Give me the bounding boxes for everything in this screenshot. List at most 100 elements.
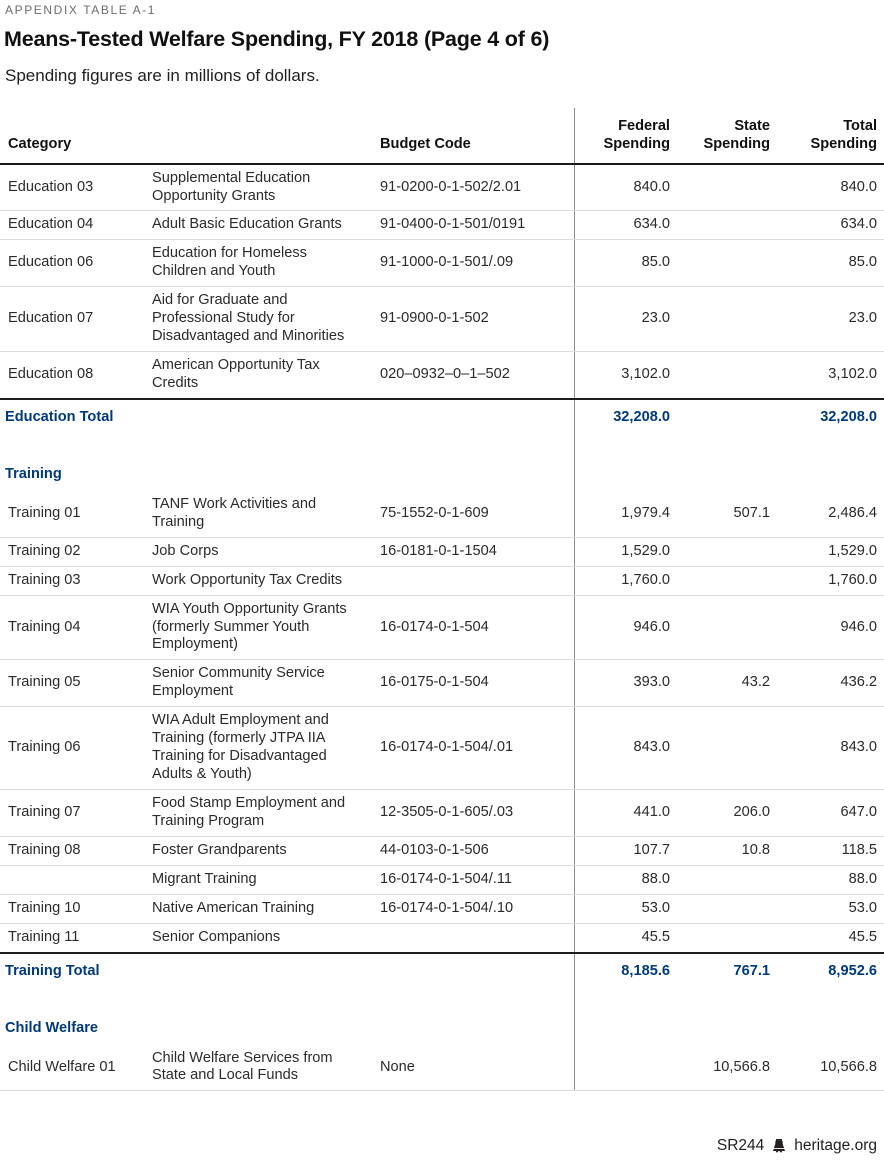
category-cell: Education 07 [0, 286, 146, 353]
column-header-federal-spending: Federal Spending [573, 108, 677, 165]
budget-code-cell: 16-0174-0-1-504 [374, 595, 574, 661]
federal-spending-cell [573, 1044, 677, 1092]
state-spending-cell: 43.2 [677, 659, 777, 708]
column-header-state-spending: State Spending [677, 108, 777, 165]
category-cell: Training 04 [0, 595, 146, 661]
program-cell: Senior Companions [146, 923, 374, 954]
category-cell [0, 865, 146, 895]
program-cell: WIA Youth Opportunity Grants (formerly S… [146, 595, 374, 661]
page-subtitle: Spending figures are in millions of doll… [5, 66, 320, 85]
table-row: Training 08 Foster Grandparents 44-0103-0-… [0, 836, 884, 866]
state-spending-cell [677, 351, 777, 400]
table-row: Training 10 Native American Training 16-01… [0, 894, 884, 924]
column-header-budget-code: Budget Code [374, 108, 574, 165]
federal-spending-cell: 1,979.4 [573, 490, 677, 538]
state-spending-cell [677, 894, 777, 924]
federal-spending-cell: 3,102.0 [573, 351, 677, 400]
table-row: Training 02 Job Corps 16-0181-0-1-1504 1,52… [0, 537, 884, 567]
total-spending-cell: 647.0 [777, 789, 884, 837]
state-spending-cell [677, 566, 777, 596]
appendix-label: APPENDIX TABLE A-1 [5, 3, 157, 17]
federal-spending-cell: 32,208.0 [573, 397, 677, 436]
budget-code-cell: 75-1552-0-1-609 [374, 490, 574, 538]
page-title: Means-Tested Welfare Spending, FY 2018 (… [4, 27, 550, 51]
program-cell: Native American Training [146, 894, 374, 924]
total-spending-cell: 45.5 [777, 923, 884, 954]
federal-spending-cell: 107.7 [573, 836, 677, 866]
total-row: Education Total 32,208.0 32,208.0 [0, 397, 884, 436]
column-header-total-spending: Total Spending [777, 108, 884, 165]
total-spending-cell: 8,952.6 [777, 951, 884, 990]
federal-spending-cell: 23.0 [573, 286, 677, 353]
table-row: Training 06 WIA Adult Employment and Trai… [0, 706, 884, 791]
budget-code-cell: 12-3505-0-1-605/.03 [374, 789, 574, 837]
total-spending-cell: 85.0 [777, 239, 884, 288]
state-spending-cell: 10.8 [677, 836, 777, 866]
federal-spending-cell: 441.0 [573, 789, 677, 837]
budget-code-cell: 16-0181-0-1-1504 [374, 537, 574, 567]
category-cell: Education 08 [0, 351, 146, 400]
table-row: Migrant Training 16-0174-0-1-504/.11 88.0 8… [0, 865, 884, 895]
category-cell: Training 07 [0, 789, 146, 837]
category-cell: Training 10 [0, 894, 146, 924]
category-cell: Education 04 [0, 210, 146, 241]
state-spending-cell [677, 286, 777, 353]
budget-code-cell: 91-0400-0-1-501/0191 [374, 210, 574, 241]
budget-code-cell: 91-1000-0-1-501/.09 [374, 239, 574, 288]
category-cell: Education 06 [0, 239, 146, 288]
table-row: Training 11 Senior Companions 45.5 45.5 [0, 923, 884, 954]
program-cell: Child Welfare Services from State and Lo… [146, 1044, 374, 1092]
category-cell: Training 11 [0, 923, 146, 954]
program-cell: Food Stamp Employment and Training Progr… [146, 789, 374, 837]
liberty-bell-icon [771, 1138, 787, 1154]
column-header-program [146, 108, 374, 165]
budget-code-cell: 91-0900-0-1-502 [374, 286, 574, 353]
footer: SR244 heritage.org [717, 1137, 877, 1155]
program-cell: Adult Basic Education Grants [146, 210, 374, 241]
category-cell: Training 05 [0, 659, 146, 708]
table-row: Training 03 Work Opportunity Tax Credits 1… [0, 566, 884, 596]
table-row: Education 07 Aid for Graduate and Profess… [0, 286, 884, 353]
table-row: Child Welfare 01 Child Welfare Services f… [0, 1044, 884, 1092]
total-spending-cell: 53.0 [777, 894, 884, 924]
section-row: Training [0, 435, 884, 491]
spending-table: Category Budget Code Federal Spending St… [0, 108, 884, 1092]
budget-code-cell: None [374, 1044, 574, 1092]
program-cell: Work Opportunity Tax Credits [146, 566, 374, 596]
total-spending-cell: 118.5 [777, 836, 884, 866]
table-row: Training 07 Food Stamp Employment and Tra… [0, 789, 884, 837]
category-cell: Training 02 [0, 537, 146, 567]
program-cell: WIA Adult Employment and Training (forme… [146, 706, 374, 791]
table-row: Education 04 Adult Basic Education Grants… [0, 210, 884, 241]
category-cell: Training 08 [0, 836, 146, 866]
budget-code-cell: 16-0175-0-1-504 [374, 659, 574, 708]
program-cell: Education for Homeless Children and Yout… [146, 239, 374, 288]
federal-spending-cell: 1,529.0 [573, 537, 677, 567]
total-spending-cell: 634.0 [777, 210, 884, 241]
program-cell: TANF Work Activities and Training [146, 490, 374, 538]
federal-spending-cell: 840.0 [573, 163, 677, 212]
budget-code-cell: 16-0174-0-1-504/.11 [374, 865, 574, 895]
table-row: Education 03 Supplemental Education Oppor… [0, 163, 884, 212]
category-cell: Education 03 [0, 163, 146, 212]
table-row: Training 01 TANF Work Activities and Trai… [0, 490, 884, 538]
program-cell: American Opportunity Tax Credits [146, 351, 374, 400]
section-label-cell: Training [5, 465, 62, 482]
table-row: Education 08 American Opportunity Tax Cre… [0, 351, 884, 400]
total-label-cell: Training Total [0, 951, 574, 990]
state-spending-cell [677, 210, 777, 241]
federal-spending-cell: 634.0 [573, 210, 677, 241]
total-spending-cell: 946.0 [777, 595, 884, 661]
total-spending-cell: 10,566.8 [777, 1044, 884, 1092]
total-spending-cell: 23.0 [777, 286, 884, 353]
category-cell: Training 03 [0, 566, 146, 596]
table-row: Training 04 WIA Youth Opportunity Grants … [0, 595, 884, 661]
state-spending-cell [677, 923, 777, 954]
federal-spending-cell: 45.5 [573, 923, 677, 954]
total-label-cell: Education Total [0, 397, 574, 436]
total-spending-cell: 840.0 [777, 163, 884, 212]
budget-code-cell: 44-0103-0-1-506 [374, 836, 574, 866]
federal-spending-cell: 843.0 [573, 706, 677, 791]
budget-code-cell: 16-0174-0-1-504/.01 [374, 706, 574, 791]
